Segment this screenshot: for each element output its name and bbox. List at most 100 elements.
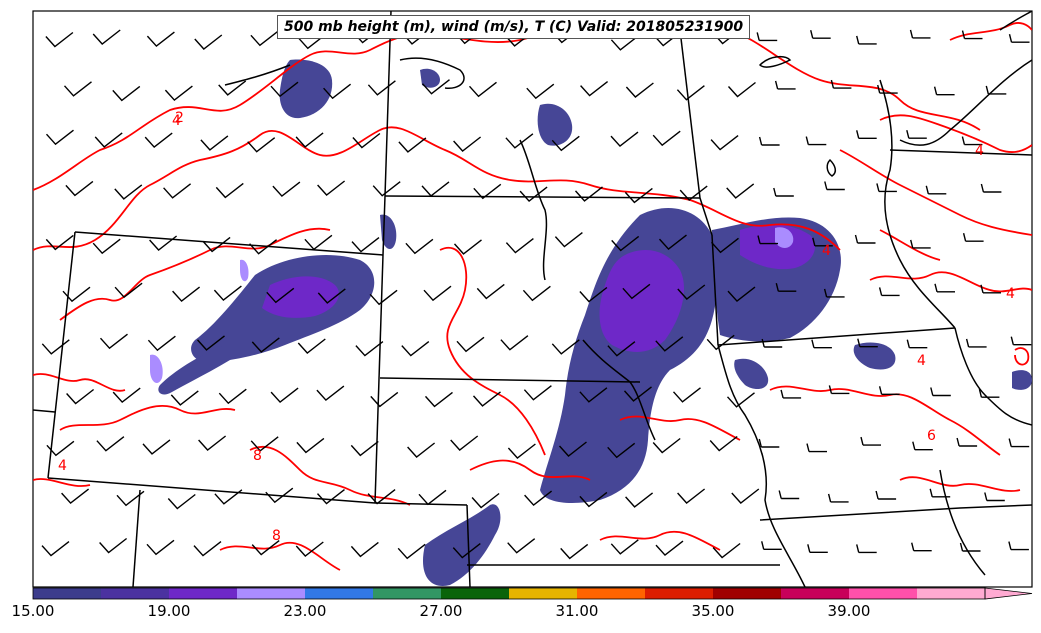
wind-barb <box>296 437 325 454</box>
shaded-field-light <box>150 227 794 384</box>
wind-barb <box>910 239 931 249</box>
wind-barb <box>823 288 845 298</box>
wind-barb <box>856 130 877 139</box>
wind-barb <box>574 186 603 202</box>
wind-barb <box>906 339 928 349</box>
wind-barb <box>677 284 706 300</box>
wind-barb <box>202 236 231 253</box>
wind-barb <box>172 286 201 303</box>
colorbar-swatch <box>509 588 578 599</box>
wind-barb <box>610 539 639 555</box>
wind-barb <box>726 392 755 408</box>
wind-barb <box>775 283 797 292</box>
colorbar-outline <box>32 587 986 600</box>
wind-barb <box>933 86 955 96</box>
wind-barb <box>625 492 654 508</box>
wind-barb <box>61 488 90 505</box>
wind-barb <box>249 239 278 255</box>
wind-barb <box>367 80 396 96</box>
wind-barb <box>45 31 74 48</box>
contour-label: 4 <box>172 113 181 129</box>
wind-barb <box>62 286 91 303</box>
wind-barb <box>878 386 900 395</box>
wind-barb <box>63 81 92 97</box>
wind-barb <box>266 287 295 304</box>
wind-barb <box>727 286 756 303</box>
wind-barb <box>424 391 453 408</box>
wind-barb <box>170 390 199 406</box>
wind-barb <box>610 35 639 51</box>
wind-barb <box>167 493 196 510</box>
colorbar-swatch <box>101 588 170 599</box>
wind-barb <box>295 132 324 148</box>
wind-barb <box>554 232 583 248</box>
wind-barb <box>805 136 827 146</box>
wind-barb <box>352 132 381 149</box>
colorbar-swatch <box>645 588 714 599</box>
wind-barb <box>811 339 832 349</box>
wind-barb <box>149 235 178 251</box>
wind-barb <box>251 337 280 353</box>
wind-barbs <box>41 27 1032 560</box>
wind-barb <box>580 81 609 97</box>
wind-barb <box>99 333 128 350</box>
wind-barb <box>94 132 123 148</box>
wind-barb <box>421 79 450 95</box>
wind-barb <box>856 35 877 45</box>
colorbar-swatch <box>781 588 850 599</box>
wind-barb <box>934 283 955 293</box>
wind-barb <box>92 238 121 255</box>
wind-barb <box>142 439 171 455</box>
wind-barb <box>956 437 978 447</box>
colorbar-tick-label: 27.00 <box>419 602 463 620</box>
wind-barb <box>1008 541 1029 551</box>
colorbar-tick-label: 15.00 <box>11 602 55 620</box>
wind-barb <box>812 237 833 247</box>
colorbar-swatch <box>169 588 238 599</box>
wind-barb <box>116 490 145 507</box>
contour-label: 2 <box>175 110 184 126</box>
wind-barb <box>250 436 279 452</box>
wind-barb <box>579 491 608 508</box>
wind-barb <box>147 335 176 352</box>
wind-barb <box>41 541 70 557</box>
wind-barb <box>761 541 782 550</box>
wind-barb <box>623 386 652 402</box>
wind-barb <box>810 30 831 39</box>
wind-barb <box>876 183 897 193</box>
wind-barb <box>526 83 555 100</box>
wind-barb <box>622 283 651 300</box>
wind-barb <box>807 544 828 553</box>
wind-barb <box>672 387 701 403</box>
wind-barb <box>911 542 932 552</box>
wind-barb <box>1008 34 1030 43</box>
colorbar-swatch <box>577 588 646 599</box>
wind-barb <box>369 289 398 306</box>
wind-barb <box>757 235 778 245</box>
colorbar-swatch <box>713 588 782 599</box>
wind-barb <box>773 187 794 197</box>
wind-barb <box>959 542 981 552</box>
wind-barb <box>877 84 898 94</box>
wind-barb <box>452 543 481 559</box>
wind-barb <box>297 338 326 354</box>
wind-barb <box>828 385 850 395</box>
wind-barb <box>164 85 193 102</box>
wind-barb <box>524 490 553 507</box>
wind-barb <box>709 435 738 452</box>
wind-barb <box>265 487 294 504</box>
wind-barb <box>65 180 94 197</box>
wind-barb <box>827 493 849 503</box>
wind-barb <box>507 538 536 554</box>
wind-barb <box>456 336 485 353</box>
wind-barb <box>780 389 802 399</box>
wind-barb <box>193 541 222 557</box>
wind-barb <box>215 182 244 199</box>
wind-barb <box>806 443 827 453</box>
wind-barb <box>558 441 587 457</box>
wind-barb <box>270 81 299 98</box>
wind-barb <box>476 283 505 300</box>
wind-barb <box>92 29 121 45</box>
wind-barb <box>909 29 931 39</box>
